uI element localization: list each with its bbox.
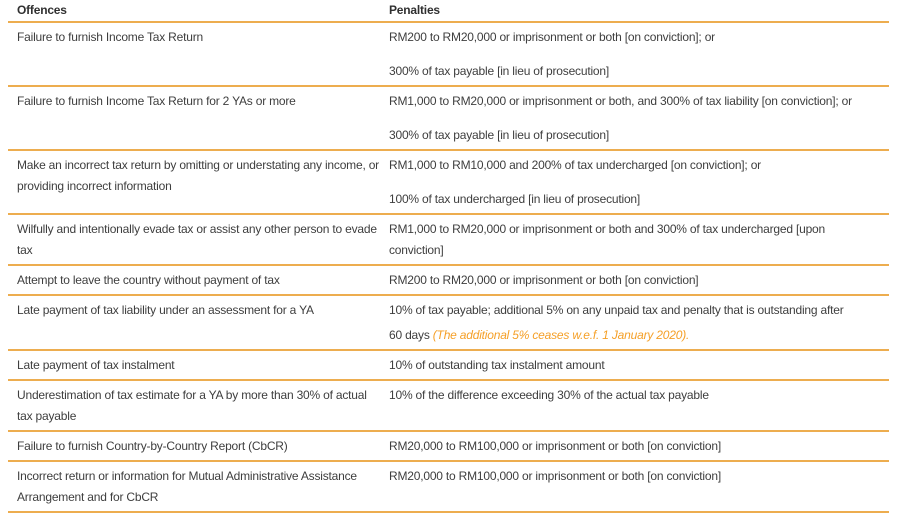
penalty-cell: RM20,000 to RM100,000 or imprisonment or… <box>381 466 889 508</box>
offence-cell: Wilfully and intentionally evade tax or … <box>8 219 381 261</box>
penalty-cell: 10% of the difference exceeding 30% of t… <box>381 385 889 427</box>
penalty-paragraph: RM1,000 to RM20,000 or imprisonment or b… <box>389 94 852 108</box>
offence-cell: Failure to furnish Country-by-Country Re… <box>8 436 381 457</box>
table-row: Make an incorrect tax return by omitting… <box>8 151 889 215</box>
penalty-paragraph: 300% of tax payable [in lieu of prosecut… <box>389 128 610 142</box>
offence-cell: Failure to furnish Income Tax Return <box>8 27 381 82</box>
penalty-paragraph: RM200 to RM20,000 or imprisonment or bot… <box>389 273 699 287</box>
table-row: Late payment of tax instalment 10% of ou… <box>8 351 889 381</box>
offences-column-header: Offences <box>17 3 67 17</box>
penalty-cell: RM1,000 to RM20,000 or imprisonment or b… <box>381 219 889 261</box>
offence-cell: Make an incorrect tax return by omitting… <box>8 155 381 210</box>
table-row: Failure to furnish Income Tax Return RM2… <box>8 23 889 87</box>
table-row: Underestimation of tax estimate for a YA… <box>8 381 889 432</box>
penalty-cell: RM1,000 to RM20,000 or imprisonment or b… <box>381 91 889 146</box>
offence-cell: Underestimation of tax estimate for a YA… <box>8 385 381 427</box>
table-row: Late payment of tax liability under an a… <box>8 296 889 351</box>
table-header-row: Offences Penalties <box>8 0 889 23</box>
offence-cell: Late payment of tax liability under an a… <box>8 300 381 346</box>
offence-cell: Failure to furnish Income Tax Return for… <box>8 91 381 146</box>
offences-penalties-table: Offences Penalties Failure to furnish In… <box>8 0 889 513</box>
penalty-cell: RM200 to RM20,000 or imprisonment or bot… <box>381 27 889 82</box>
offence-cell: Incorrect return or information for Mutu… <box>8 466 381 508</box>
table-row: Failure to furnish Income Tax Return for… <box>8 87 889 151</box>
penalty-paragraph: 10% of tax payable; additional 5% on any… <box>389 303 844 317</box>
penalty-paragraph: RM200 to RM20,000 or imprisonment or bot… <box>389 30 715 44</box>
offence-text: Failure to furnish Income Tax Return for… <box>17 94 296 108</box>
penalties-column-header: Penalties <box>389 3 440 17</box>
table-row: Failure to furnish Country-by-Country Re… <box>8 432 889 462</box>
penalty-cell: 10% of tax payable; additional 5% on any… <box>381 300 889 346</box>
offence-text: Attempt to leave the country without pay… <box>17 273 280 287</box>
penalty-note: (The additional 5% ceases w.e.f. 1 Janua… <box>432 328 690 342</box>
penalty-cell: RM20,000 to RM100,000 or imprisonment or… <box>381 436 889 457</box>
penalty-cell: RM1,000 to RM10,000 and 200% of tax unde… <box>381 155 889 210</box>
offence-text: Make an incorrect tax return by omitting… <box>17 158 379 193</box>
offence-text: Underestimation of tax estimate for a YA… <box>17 388 367 423</box>
penalty-text: 60 days <box>389 328 433 342</box>
penalty-paragraph: 60 days (The additional 5% ceases w.e.f.… <box>389 325 874 346</box>
offence-text: Late payment of tax instalment <box>17 358 175 372</box>
offence-cell: Attempt to leave the country without pay… <box>8 270 381 291</box>
penalty-paragraph: 10% of the difference exceeding 30% of t… <box>389 388 709 402</box>
penalty-paragraph: 300% of tax payable [in lieu of prosecut… <box>389 64 610 78</box>
offence-text: Late payment of tax liability under an a… <box>17 303 314 317</box>
table-row: Incorrect return or information for Mutu… <box>8 462 889 513</box>
penalty-paragraph: 10% of outstanding tax instalment amount <box>389 358 605 372</box>
offence-text: Failure to furnish Country-by-Country Re… <box>17 439 288 453</box>
table-row: Attempt to leave the country without pay… <box>8 266 889 296</box>
penalty-paragraph: RM1,000 to RM10,000 and 200% of tax unde… <box>389 158 761 172</box>
penalty-paragraph: RM20,000 to RM100,000 or imprisonment or… <box>389 439 721 453</box>
penalty-paragraph: 100% of tax undercharged [in lieu of pro… <box>389 192 641 206</box>
penalty-cell: RM200 to RM20,000 or imprisonment or bot… <box>381 270 889 291</box>
offence-text: Incorrect return or information for Mutu… <box>17 469 357 504</box>
penalty-cell: 10% of outstanding tax instalment amount <box>381 355 889 376</box>
offence-text: Failure to furnish Income Tax Return <box>17 30 204 44</box>
offence-text: Wilfully and intentionally evade tax or … <box>17 222 377 257</box>
offence-cell: Late payment of tax instalment <box>8 355 381 376</box>
penalty-paragraph: RM1,000 to RM20,000 or imprisonment or b… <box>389 222 826 257</box>
table-row: Wilfully and intentionally evade tax or … <box>8 215 889 266</box>
penalty-paragraph: RM20,000 to RM100,000 or imprisonment or… <box>389 469 721 483</box>
